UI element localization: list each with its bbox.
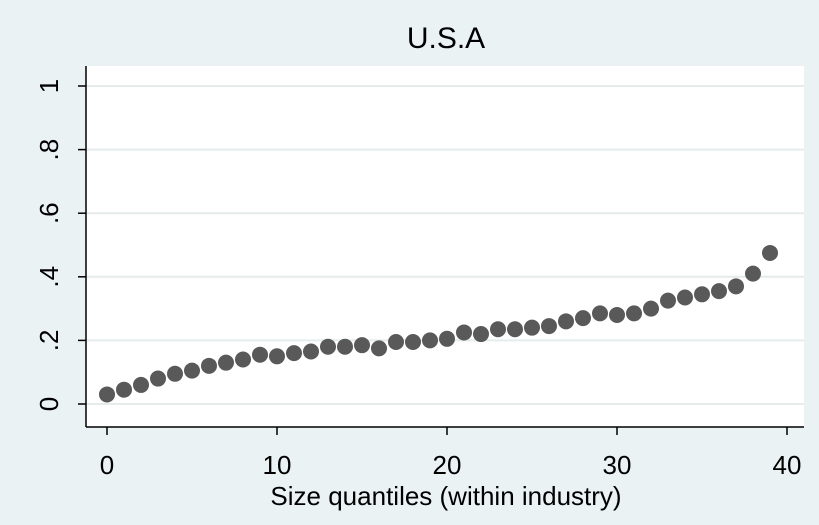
data-point xyxy=(99,386,115,403)
data-point xyxy=(167,365,183,382)
data-point xyxy=(660,292,676,309)
data-point xyxy=(337,338,353,355)
x-tick-label-1: 10 xyxy=(263,450,292,480)
data-point xyxy=(405,333,421,350)
data-point xyxy=(388,333,404,350)
y-tick-label-0: 0 xyxy=(34,397,64,411)
data-points xyxy=(99,244,778,403)
x-tick-label-2: 20 xyxy=(433,450,462,480)
x-tick-label-4: 40 xyxy=(773,450,802,480)
data-point xyxy=(524,319,540,336)
data-point xyxy=(286,345,302,362)
data-point xyxy=(133,376,149,393)
data-point xyxy=(303,343,319,360)
data-point xyxy=(643,300,659,317)
data-point xyxy=(609,306,625,323)
data-point xyxy=(354,337,370,354)
data-point xyxy=(235,351,251,368)
data-point xyxy=(371,340,387,357)
data-point xyxy=(541,318,557,335)
data-point xyxy=(439,330,455,347)
y-tick-label-5: 1 xyxy=(34,79,64,93)
y-tick-label-4: .8 xyxy=(34,139,64,161)
data-point xyxy=(711,283,727,300)
data-point xyxy=(507,321,523,338)
data-point xyxy=(728,278,744,295)
x-tick-label-3: 30 xyxy=(603,450,632,480)
x-axis-label: Size quantiles (within industry) xyxy=(270,481,621,511)
data-point xyxy=(626,305,642,322)
data-point xyxy=(320,338,336,355)
data-point xyxy=(184,362,200,379)
y-axis-ticks: 0 .2 .4 .6 .8 1 xyxy=(34,79,86,411)
data-point xyxy=(558,313,574,330)
data-point xyxy=(269,348,285,365)
data-point xyxy=(422,332,438,349)
data-point xyxy=(694,286,710,303)
axes xyxy=(85,66,804,428)
y-tick-label-3: .6 xyxy=(34,202,64,224)
data-point xyxy=(218,354,234,371)
data-point xyxy=(677,289,693,306)
y-tick-label-1: .2 xyxy=(34,330,64,352)
data-point xyxy=(490,321,506,338)
data-point xyxy=(745,265,761,282)
data-point xyxy=(150,370,166,387)
data-point xyxy=(252,346,268,363)
data-point xyxy=(473,326,489,343)
data-point xyxy=(592,305,608,322)
x-axis-ticks: 0 10 20 30 40 xyxy=(100,427,802,480)
data-point xyxy=(456,324,472,341)
chart-title: U.S.A xyxy=(407,22,485,55)
data-point xyxy=(762,244,778,261)
data-point xyxy=(575,310,591,327)
x-tick-label-0: 0 xyxy=(100,450,114,480)
y-tick-label-2: .4 xyxy=(34,266,64,288)
data-point xyxy=(201,357,217,374)
data-point xyxy=(116,381,132,398)
